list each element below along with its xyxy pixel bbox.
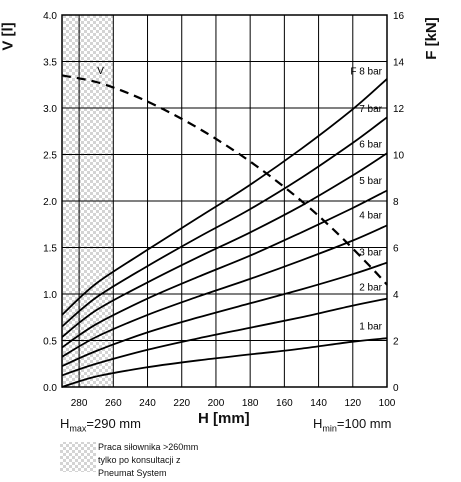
h-min-label: Hmin=100 mm (313, 416, 392, 434)
x-tick-label: 220 (173, 398, 190, 409)
y-tick-label-left: 4.0 (43, 11, 57, 22)
x-tick-label: 120 (344, 398, 361, 409)
force-curve-3 (61, 261, 388, 367)
legend-swatch (60, 442, 96, 472)
force-curve-6 (61, 152, 388, 338)
legend-line-1: Praca siłownika >260mm (98, 442, 199, 452)
x-tick-label: 180 (242, 398, 259, 409)
y-tick-label-right: 6 (393, 244, 399, 255)
y-tick-label-left: 3.5 (43, 58, 57, 69)
y-tick-label-right: 2 (393, 337, 399, 348)
series-label: 2 bar (359, 283, 382, 294)
y-tick-label-right: 16 (393, 11, 405, 22)
legend-line-3: Pneumat System (98, 468, 167, 478)
force-curve-5 (61, 189, 388, 349)
force-curve-7 (61, 116, 388, 328)
y-tick-label-left: 2.5 (43, 151, 57, 162)
y-tick-label-left: 2.0 (43, 197, 57, 208)
y-tick-label-left: 1.5 (43, 244, 57, 255)
series-label: 7 bar (359, 104, 382, 115)
y-tick-label-right: 8 (393, 197, 399, 208)
volume-curve-label: V (97, 66, 104, 77)
legend-line-2: tylko po konsultacji z (98, 455, 181, 465)
series-labels: 1 bar 2 bar 3 bar 4 bar 5 bar 6 bar 7 bar F 8 b… (350, 66, 382, 332)
y-tick-label-right: 10 (393, 151, 405, 162)
x-axis-label: H [mm] (198, 410, 250, 427)
series-label: 6 bar (359, 140, 382, 151)
x-tick-label: 200 (208, 398, 225, 409)
volume-curve: V (61, 66, 388, 286)
force-curve-1 (61, 337, 388, 388)
y-tick-label-right: 14 (393, 58, 405, 69)
y-tick-label-right: 0 (393, 383, 399, 394)
series-label: 3 bar (359, 247, 382, 258)
y-tick-label-left: 0.0 (43, 383, 57, 394)
y-axis-right-label: F [kN] (422, 17, 440, 60)
series-label: 4 bar (359, 211, 382, 222)
x-tick-label: 280 (71, 398, 88, 409)
y-tick-label-left: 0.5 (43, 337, 57, 348)
force-curve-4 (61, 224, 388, 358)
y-tick-label-left: 3.0 (43, 104, 57, 115)
y-tick-label-right: 12 (393, 104, 405, 115)
force-curves (61, 78, 388, 388)
x-tick-label: 100 (379, 398, 396, 409)
y-tick-label-left: 1.0 (43, 290, 57, 301)
x-tick-label: 240 (139, 398, 156, 409)
y-tick-label-right: 4 (393, 290, 399, 301)
x-tick-label: 260 (105, 398, 122, 409)
h-max-label: Hmax=290 mm (60, 416, 141, 434)
force-curve-2 (61, 297, 388, 377)
tick-labels: 280 260 240 220 200 180 160 140 120 1000.00.51.01… (43, 11, 404, 409)
series-label: F 8 bar (350, 66, 382, 77)
x-tick-label: 160 (276, 398, 293, 409)
y-axis-left-label: V [l] (0, 22, 17, 51)
x-tick-label: 140 (310, 398, 327, 409)
series-label: 5 bar (359, 176, 382, 187)
series-label: 1 bar (359, 322, 382, 333)
force-curve-8 (61, 78, 388, 316)
plot-frame (61, 14, 388, 388)
volume-curve-line (61, 74, 388, 286)
legend-text: Praca siłownika >260mm tylko po konsulta… (98, 441, 238, 480)
